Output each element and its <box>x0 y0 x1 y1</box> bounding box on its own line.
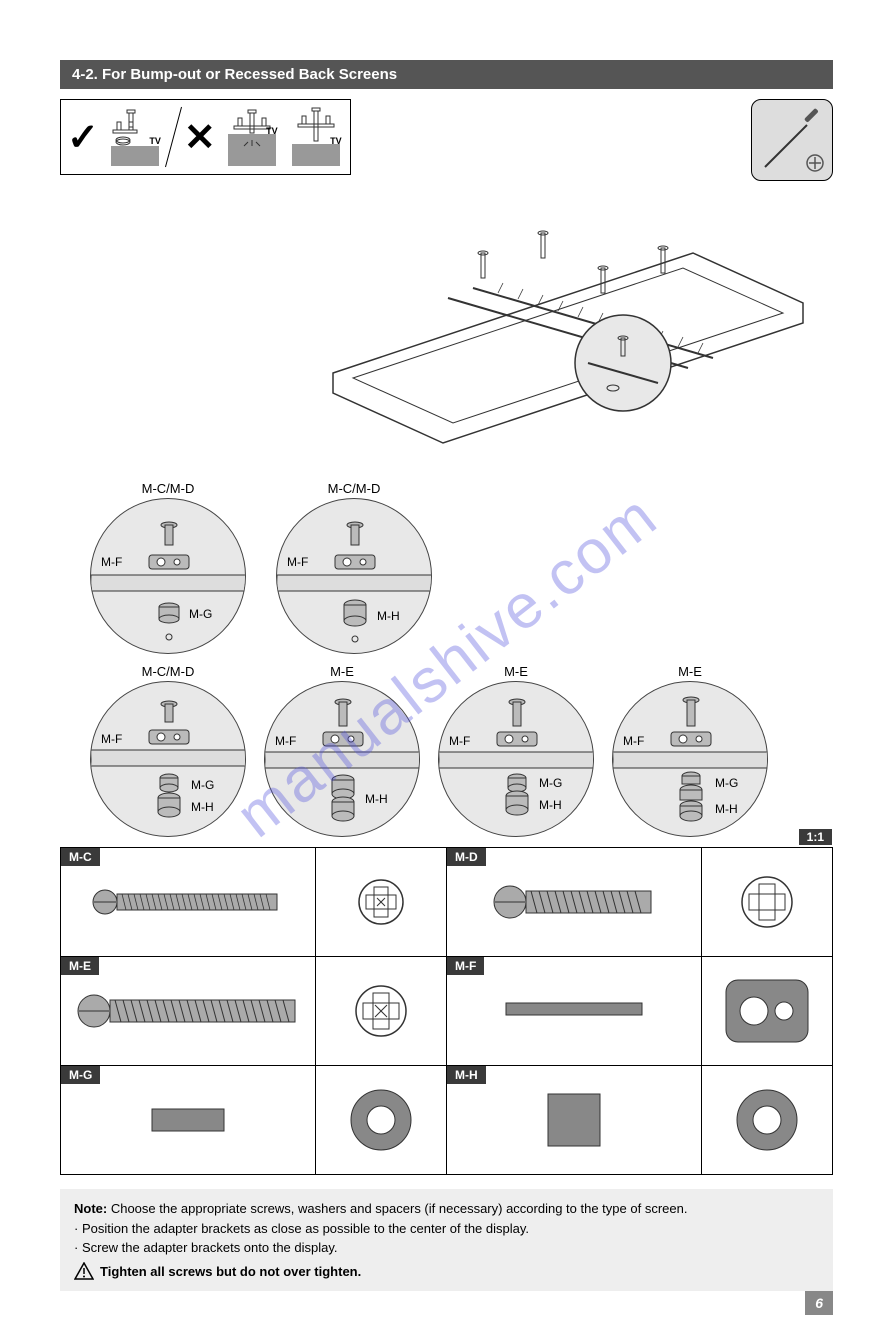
detail-circles-row-2: M-C/M-D M-F M-G M-H M-E <box>90 664 833 837</box>
part-mf: M-F <box>447 957 832 1065</box>
detail-circle: M-E M-F M-G M-H <box>612 664 768 837</box>
check-icon: ✓ <box>67 115 99 160</box>
section-header: 4-2. For Bump-out or Recessed Back Scree… <box>60 60 833 89</box>
detail-circles-row-1: M-C/M-D M-F M-G M-C/M-D <box>90 481 833 654</box>
detail-circle: M-E M-F M-G M-H <box>438 664 594 837</box>
check-cross-diagram: ✓ TV ✕ <box>60 99 351 175</box>
note-box: Note: Choose the appropriate screws, was… <box>60 1189 833 1291</box>
part-mg: M-G <box>61 1066 447 1174</box>
page-number: 6 <box>805 1291 833 1315</box>
scale-badge: 1:1 <box>799 829 832 845</box>
screwdriver-tool-icon <box>751 99 833 181</box>
detail-circle: M-C/M-D M-F M-G M-H <box>90 664 246 837</box>
note-label: Note: <box>74 1201 107 1216</box>
correct-diagram: TV <box>107 106 163 168</box>
detail-circle: M-C/M-D M-F M-G <box>90 481 246 654</box>
page: 4-2. For Bump-out or Recessed Back Scree… <box>0 0 893 1331</box>
note-text: Choose the appropriate screws, washers a… <box>107 1201 687 1216</box>
tv-label: TV <box>330 136 342 146</box>
incorrect-diagram-2: TV <box>288 106 344 168</box>
part-mc: M-C <box>61 848 447 956</box>
part-md: M-D <box>447 848 832 956</box>
warning-icon <box>74 1262 94 1280</box>
warning-text: Tighten all screws but do not over tight… <box>100 1262 361 1282</box>
tv-label: TV <box>266 126 278 136</box>
note-bullet: · Screw the adapter brackets onto the di… <box>74 1238 819 1258</box>
note-bullet: · Position the adapter brackets as close… <box>74 1219 819 1239</box>
top-row: ✓ TV ✕ <box>60 99 833 181</box>
incorrect-diagram-1: TV <box>224 106 280 168</box>
part-me: M-E <box>61 957 447 1065</box>
part-mh: M-H <box>447 1066 832 1174</box>
main-isometric-diagram <box>60 193 833 473</box>
detail-circle: M-C/M-D M-F M-H <box>276 481 432 654</box>
divider <box>165 107 182 167</box>
detail-circle: M-E M-F M-H <box>264 664 420 837</box>
cross-icon: ✕ <box>184 115 216 160</box>
tv-label: TV <box>149 136 161 146</box>
parts-table: 1:1 M-C M-D <box>60 847 833 1175</box>
